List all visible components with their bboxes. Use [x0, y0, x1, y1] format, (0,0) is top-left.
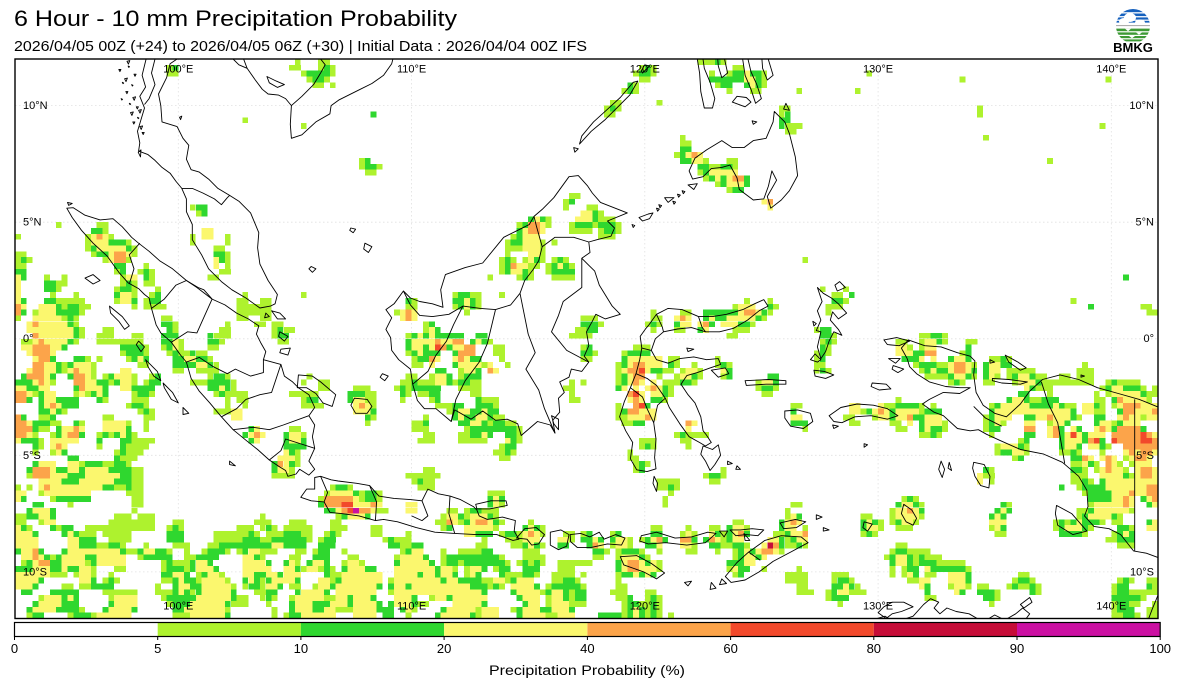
svg-text:90: 90 [1010, 641, 1024, 656]
svg-text:140°E: 140°E [1096, 64, 1126, 76]
svg-text:Precipitation Probability (%): Precipitation Probability (%) [489, 663, 685, 678]
svg-text:130°E: 130°E [863, 601, 893, 613]
svg-text:10: 10 [294, 641, 308, 656]
svg-text:120°E: 120°E [630, 64, 660, 76]
svg-text:0°: 0° [23, 333, 34, 345]
svg-text:110°E: 110°E [397, 64, 426, 76]
svg-text:110°E: 110°E [397, 601, 426, 613]
svg-text:5°N: 5°N [23, 217, 42, 229]
svg-text:80: 80 [867, 641, 881, 656]
svg-text:100: 100 [1149, 641, 1171, 656]
svg-text:5°S: 5°S [23, 450, 41, 462]
svg-text:10°N: 10°N [23, 100, 48, 112]
svg-text:5°N: 5°N [1136, 217, 1155, 229]
svg-text:20: 20 [437, 641, 451, 656]
svg-text:5°S: 5°S [1136, 450, 1154, 462]
svg-text:6 Hour - 10 mm Precipitation P: 6 Hour - 10 mm Precipitation Probability [14, 6, 457, 31]
svg-text:10°S: 10°S [1130, 566, 1154, 578]
svg-text:0: 0 [11, 641, 18, 656]
svg-text:140°E: 140°E [1096, 601, 1126, 613]
svg-text:100°E: 100°E [163, 601, 193, 613]
svg-text:2026/04/05 00Z (+24) to 2026/0: 2026/04/05 00Z (+24) to 2026/04/05 06Z (… [14, 39, 587, 55]
svg-text:10°N: 10°N [1129, 100, 1154, 112]
svg-text:40: 40 [580, 641, 594, 656]
svg-text:130°E: 130°E [863, 64, 893, 76]
svg-text:120°E: 120°E [630, 601, 660, 613]
svg-text:10°S: 10°S [23, 566, 47, 578]
svg-text:60: 60 [723, 641, 737, 656]
svg-text:0°: 0° [1143, 333, 1154, 345]
svg-text:100°E: 100°E [163, 64, 193, 76]
svg-text:5: 5 [154, 641, 161, 656]
svg-text:BMKG: BMKG [1113, 40, 1153, 55]
